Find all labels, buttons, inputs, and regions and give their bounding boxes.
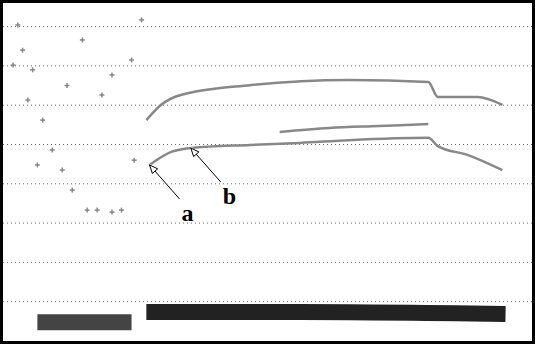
svg-text:a: a [182,200,194,226]
svg-text:b: b [223,183,236,209]
